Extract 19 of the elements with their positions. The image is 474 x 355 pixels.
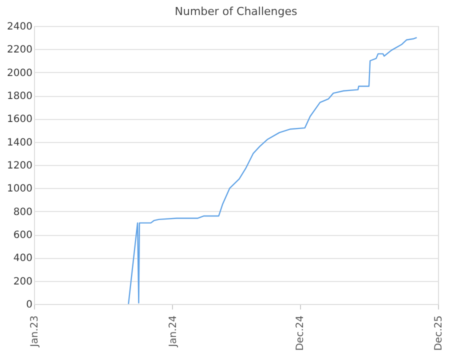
x-tick-label: Dec.24 bbox=[295, 316, 306, 351]
y-tick-label: 2000 bbox=[7, 68, 32, 79]
y-tick-label: 1400 bbox=[7, 137, 32, 148]
y-tick-label: 200 bbox=[13, 276, 32, 288]
x-tick-label: Dec.25 bbox=[434, 316, 444, 351]
y-tick-label: 800 bbox=[13, 206, 32, 218]
line-series bbox=[128, 36, 418, 305]
y-tick-label: 400 bbox=[13, 253, 32, 264]
x-tick-label: Jan.23 bbox=[30, 316, 40, 348]
y-tick-label: 1000 bbox=[7, 184, 32, 195]
y-tick-label: 2200 bbox=[7, 44, 32, 56]
y-tick-label: 600 bbox=[13, 230, 32, 241]
chart-title: Number of Challenges bbox=[174, 5, 298, 18]
y-tick-label: 1200 bbox=[7, 160, 32, 172]
y-tick-label: 1600 bbox=[7, 114, 32, 126]
y-tick-label: 0 bbox=[26, 300, 32, 310]
y-tick-label: 1800 bbox=[7, 91, 32, 102]
x-tick-label: Jan.24 bbox=[168, 316, 179, 348]
y-tick-label: 2400 bbox=[7, 22, 32, 32]
